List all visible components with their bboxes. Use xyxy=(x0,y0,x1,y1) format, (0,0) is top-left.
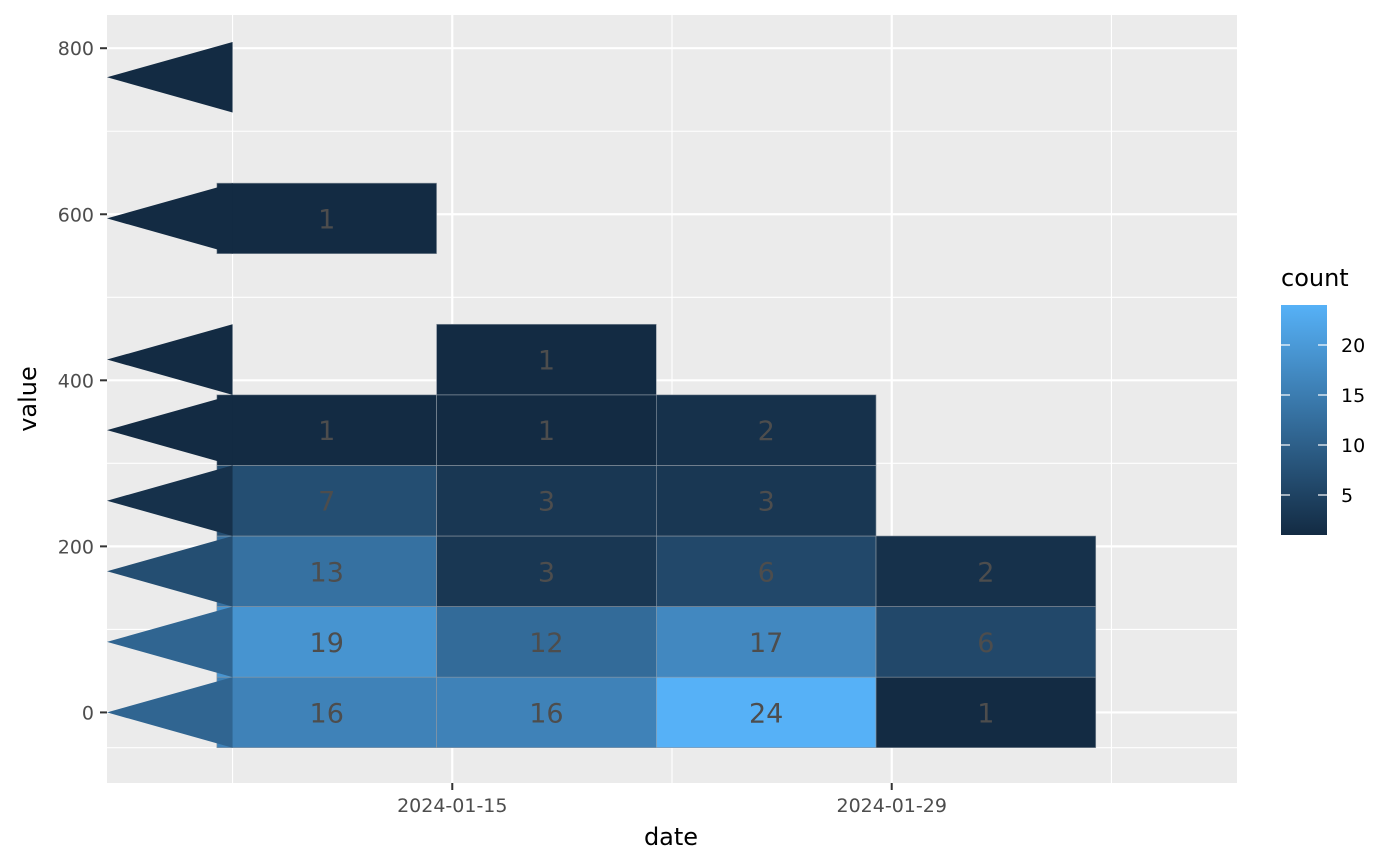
cell-count-label: 19 xyxy=(310,628,344,659)
cell-count-label: 17 xyxy=(749,628,783,659)
legend-tick-label: 10 xyxy=(1341,435,1365,457)
heatmap-cell xyxy=(656,465,877,537)
x-tick-label: 2024-01-29 xyxy=(837,795,947,817)
heatmap-cell xyxy=(436,394,657,466)
cell-count-label: 3 xyxy=(538,557,555,588)
y-tick-label: 400 xyxy=(58,370,94,392)
y-axis-title: value xyxy=(14,366,42,432)
edge-wedge xyxy=(107,606,233,678)
heatmap-cell xyxy=(216,465,437,537)
cell-count-label: 1 xyxy=(977,698,994,729)
cell-count-label: 6 xyxy=(977,628,994,659)
legend-tick-label: 15 xyxy=(1341,385,1365,407)
x-tick-label: 2024-01-15 xyxy=(397,795,507,817)
edge-wedge xyxy=(107,535,233,607)
cell-count-label: 1 xyxy=(538,416,555,447)
cell-count-label: 2 xyxy=(977,557,994,588)
cell-count-label: 3 xyxy=(758,487,775,518)
cell-count-label: 1 xyxy=(538,346,555,377)
heatmap-cell xyxy=(216,182,437,255)
cell-count-label: 1 xyxy=(318,416,335,447)
edge-wedge xyxy=(107,394,233,466)
heatmap-cell xyxy=(436,535,657,607)
cell-count-label: 16 xyxy=(529,698,563,729)
y-axis: 0 200 400 600 800 xyxy=(58,38,107,724)
cell-count-label: 12 xyxy=(529,628,563,659)
heatmap-cell xyxy=(656,394,877,466)
heatmap-cell xyxy=(436,323,657,396)
legend-colorbar xyxy=(1281,305,1327,535)
edge-wedges xyxy=(107,41,233,748)
legend-title: count xyxy=(1281,264,1349,292)
cell-count-label: 6 xyxy=(758,557,775,588)
legend-ticks: 5 10 15 20 xyxy=(1281,335,1365,507)
edge-wedge xyxy=(107,183,233,254)
y-tick-label: 800 xyxy=(58,38,94,60)
cell-count-label: 2 xyxy=(758,416,775,447)
heatmap-cell xyxy=(875,535,1097,607)
heatmap-cell xyxy=(656,606,877,678)
heatmap-cell xyxy=(875,606,1097,678)
legend-tick-label: 5 xyxy=(1341,485,1353,507)
heatmap-cells xyxy=(216,182,1097,749)
edge-wedge xyxy=(107,677,233,748)
edge-wedge xyxy=(107,324,233,395)
cell-count-label: 1 xyxy=(318,204,335,235)
heatmap-cell xyxy=(436,676,657,749)
heatmap-cell xyxy=(216,606,437,678)
cell-count-label: 13 xyxy=(310,557,344,588)
y-tick-label: 600 xyxy=(58,204,94,226)
heatmap-cell xyxy=(656,676,877,749)
x-axis: 2024-01-15 2024-01-29 xyxy=(397,783,947,817)
cell-count-label: 24 xyxy=(749,698,783,729)
y-tick-label: 200 xyxy=(58,536,94,558)
heatmap-cell xyxy=(656,535,877,607)
heatmap-cell xyxy=(875,676,1097,749)
cell-count-label: 16 xyxy=(310,698,344,729)
heatmap-cell xyxy=(436,465,657,537)
x-axis-title: date xyxy=(644,823,698,851)
cell-count-label: 7 xyxy=(318,487,335,518)
edge-wedge xyxy=(107,41,233,113)
edge-wedge xyxy=(107,465,233,536)
legend-tick-label: 20 xyxy=(1341,335,1365,357)
legend: count 5 10 15 20 xyxy=(1281,264,1365,535)
y-tick-label: 0 xyxy=(82,702,94,724)
cell-count-label: 3 xyxy=(538,487,555,518)
heatmap-cell xyxy=(436,606,657,678)
